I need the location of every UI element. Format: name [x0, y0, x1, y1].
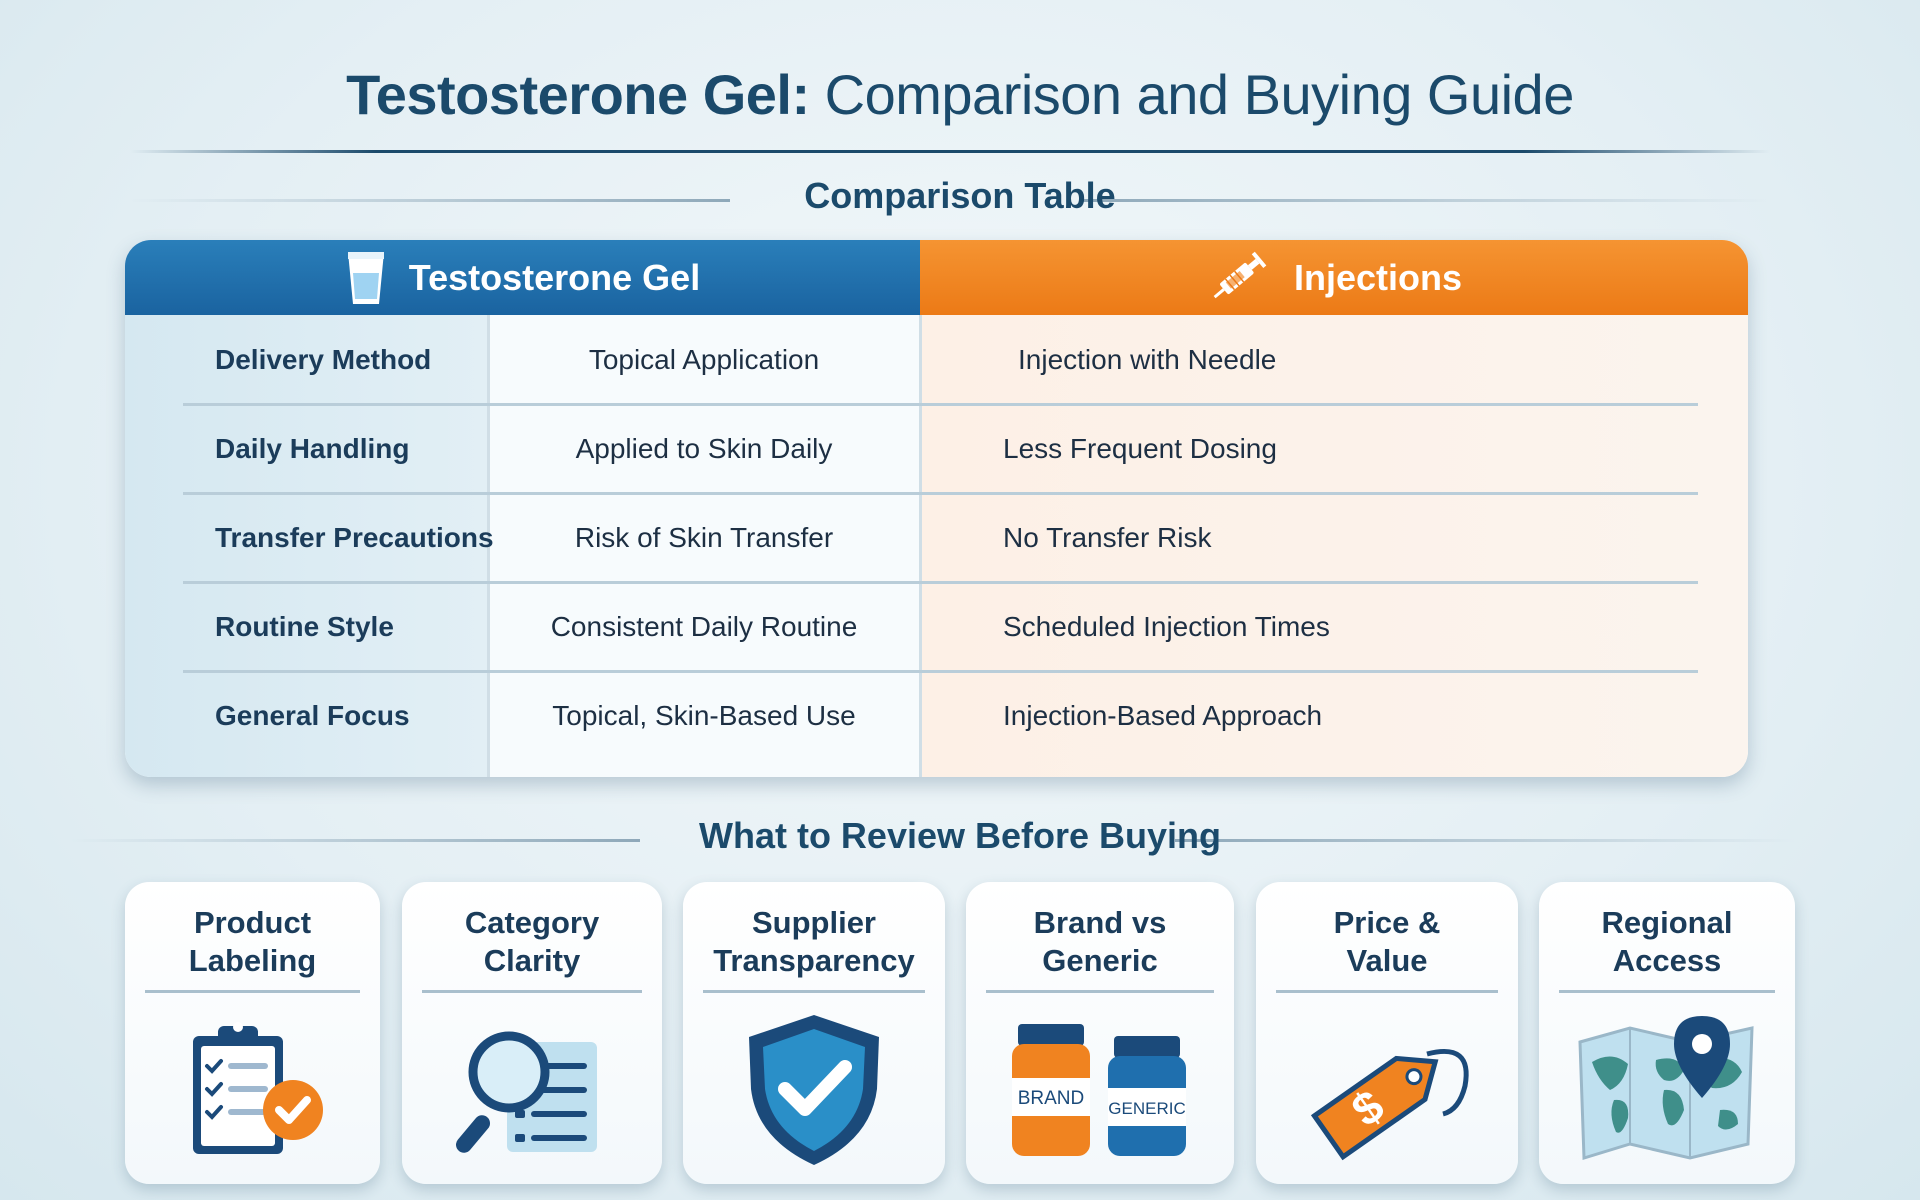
row-label: Delivery Method: [215, 343, 432, 375]
row-gel-value: Consistent Daily Routine: [550, 610, 858, 642]
card-title-line: Access: [1612, 943, 1722, 978]
table-header: Testosterone Gel Injection: [125, 240, 1748, 315]
gel-column: [488, 315, 920, 777]
card-title-line: Price &: [1333, 905, 1441, 940]
header-injections: Injections: [920, 240, 1748, 315]
row-injection-value: Less Frequent Dosing: [1003, 432, 1277, 464]
syringe-icon: [1206, 248, 1272, 308]
table-row: Routine Style Consistent Daily Routine S…: [125, 582, 1748, 671]
table-row: Delivery Method Topical Application Inje…: [125, 315, 1748, 404]
card-title-line: Transparency: [713, 943, 915, 978]
bottle-brand-label: BRAND: [1018, 1088, 1085, 1109]
card-category-clarity: Category Clarity: [402, 882, 662, 1184]
row-divider: [183, 670, 1698, 673]
injections-column: [920, 315, 1748, 777]
card-price-value: Price & Value $: [1256, 882, 1518, 1184]
comparison-table: Testosterone Gel Injection: [125, 240, 1748, 777]
page-title-bold: Testosterone Gel:: [346, 63, 810, 126]
row-injection-value: Injection with Needle: [1018, 343, 1277, 375]
card-title-line: Clarity: [483, 943, 581, 978]
card-divider: [703, 990, 925, 993]
card-title-line: Supplier: [751, 905, 876, 940]
card-product-labeling: Product Labeling: [125, 882, 380, 1184]
card-title-line: Labeling: [188, 943, 317, 978]
row-label: Daily Handling: [215, 432, 410, 464]
review-heading: What to Review Before Buying: [0, 815, 1920, 863]
row-injection-value: Injection-Based Approach: [1003, 699, 1323, 731]
table-body: Delivery Method Topical Application Inje…: [125, 315, 1748, 777]
card-title: Category Clarity: [402, 904, 662, 980]
page-title-rest: Comparison and Buying Guide: [824, 63, 1575, 126]
heading-rule-right: [1080, 199, 1770, 202]
bottle-generic-label: GENERIC: [1108, 1099, 1185, 1118]
review-heading-text: What to Review Before Buying: [698, 815, 1222, 856]
page-title: Testosterone Gel: Comparison and Buying …: [0, 62, 1920, 127]
card-title-line: Brand vs: [1033, 905, 1167, 940]
card-title: Product Labeling: [125, 904, 380, 980]
header-gel: Testosterone Gel: [125, 240, 920, 315]
card-title-line: Generic: [1042, 943, 1158, 978]
card-title: Price & Value: [1256, 904, 1518, 980]
price-tag-icon: $: [1256, 1004, 1518, 1174]
table-row: General Focus Topical, Skin-Based Use In…: [125, 671, 1748, 760]
row-gel-value: Applied to Skin Daily: [575, 432, 833, 464]
row-divider: [183, 581, 1698, 584]
magnifier-list-icon: [402, 1004, 662, 1174]
header-injections-label: Injections: [1293, 256, 1463, 298]
label-column: [125, 315, 488, 777]
heading-rule-right: [1175, 839, 1795, 842]
card-title-line: Product: [193, 905, 312, 940]
clipboard-check-icon: [125, 1004, 380, 1174]
card-divider: [986, 990, 1214, 993]
card-title: Supplier Transparency: [683, 904, 945, 980]
card-title-line: Regional: [1601, 905, 1733, 940]
card-title: Brand vs Generic: [966, 904, 1234, 980]
map-pin-icon: [1539, 1004, 1795, 1174]
header-gel-label: Testosterone Gel: [408, 256, 701, 298]
comparison-heading-text: Comparison Table: [804, 175, 1116, 216]
row-divider: [183, 403, 1698, 406]
row-gel-value: Risk of Skin Transfer: [574, 521, 834, 553]
column-divider: [919, 315, 922, 777]
column-divider: [487, 315, 490, 777]
card-title: Regional Access: [1539, 904, 1795, 980]
heading-rule-left: [130, 199, 730, 202]
card-divider: [422, 990, 642, 993]
card-title-line: Value: [1346, 943, 1428, 978]
row-label: Routine Style: [215, 610, 394, 642]
card-regional-access: Regional Access: [1539, 882, 1795, 1184]
title-divider: [130, 150, 1770, 153]
gel-cup-icon: [345, 249, 387, 307]
card-divider: [1276, 990, 1498, 993]
heading-rule-left: [70, 839, 640, 842]
row-label: General Focus: [215, 699, 410, 731]
row-gel-value: Topical Application: [588, 343, 820, 375]
table-row: Transfer Precautions Risk of Skin Transf…: [125, 493, 1748, 582]
card-divider: [145, 990, 360, 993]
row-label: Transfer Precautions: [215, 521, 494, 553]
card-supplier-transparency: Supplier Transparency: [683, 882, 945, 1184]
row-injection-value: Scheduled Injection Times: [1003, 610, 1330, 642]
bottles-icon: BRAND GENERIC: [966, 1004, 1234, 1174]
card-divider: [1559, 990, 1775, 993]
row-gel-value: Topical, Skin-Based Use: [552, 699, 856, 731]
row-injection-value: No Transfer Risk: [1003, 521, 1212, 553]
row-divider: [183, 492, 1698, 495]
comparison-heading: Comparison Table: [0, 175, 1920, 223]
shield-check-icon: [683, 1004, 945, 1174]
card-title-line: Category: [464, 905, 600, 940]
card-brand-vs-generic: Brand vs Generic BRAND GENERIC: [966, 882, 1234, 1184]
table-row: Daily Handling Applied to Skin Daily Les…: [125, 404, 1748, 493]
